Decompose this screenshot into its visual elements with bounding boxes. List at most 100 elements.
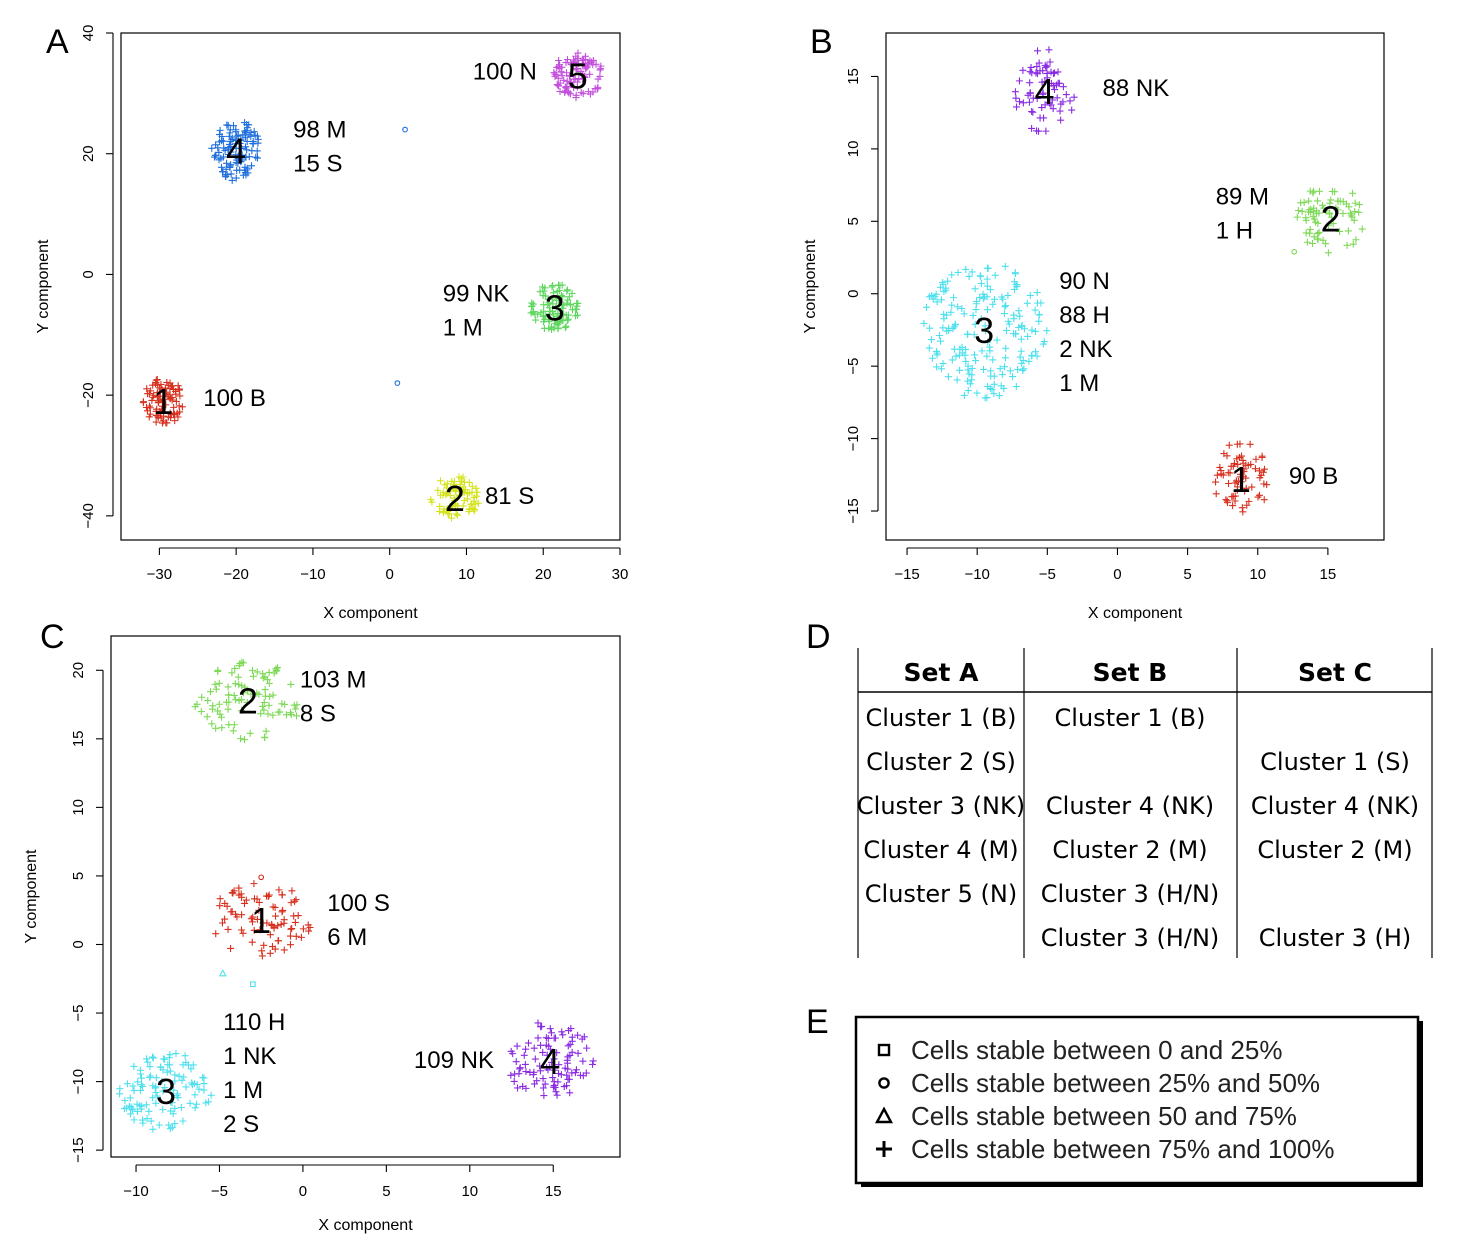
cluster-point: [161, 384, 169, 392]
cluster-point: [162, 401, 170, 409]
cluster-point: [1016, 353, 1024, 361]
cluster-composition-label: 100 B: [203, 385, 266, 412]
cluster-point: [427, 496, 435, 504]
cluster-composition-label: 81 S: [485, 483, 534, 510]
cluster-point: [264, 710, 272, 718]
cluster-point: [993, 336, 1001, 344]
cluster-point: [149, 1054, 157, 1062]
cluster-point: [1066, 97, 1074, 105]
cluster-point: [250, 128, 258, 136]
cluster-point: [1016, 312, 1024, 320]
y-tick-label: 15: [845, 68, 862, 85]
cluster-point: [192, 1100, 200, 1108]
cluster-point: [944, 373, 952, 381]
cluster-3: [116, 1050, 215, 1133]
cluster-point: [990, 380, 998, 388]
cluster-number-label: 5: [568, 55, 588, 96]
cluster-point: [177, 1104, 185, 1111]
cluster-point: [146, 1073, 154, 1081]
cluster-point: [562, 84, 570, 92]
y-tick-label: 20: [70, 662, 87, 679]
cluster-point: [224, 705, 232, 713]
cluster-composition-label: 88 H: [1059, 302, 1110, 329]
cluster-point: [1012, 383, 1020, 391]
cluster-point: [966, 380, 974, 388]
cluster-point: [161, 1084, 169, 1092]
cluster-point: [928, 354, 936, 362]
cluster-point: [446, 502, 454, 510]
cluster-point: [539, 1084, 547, 1092]
cluster-composition-label: 109 NK: [414, 1047, 494, 1074]
cluster-point: [563, 1056, 571, 1064]
cluster-point: [253, 915, 261, 923]
cluster-point: [542, 312, 550, 320]
cluster-point: [1035, 127, 1043, 135]
cluster-point: [1054, 79, 1062, 87]
cluster-point: [1260, 465, 1268, 473]
cluster-point: [984, 338, 992, 346]
cluster-point: [563, 1082, 571, 1090]
cluster-point: [204, 697, 212, 705]
cluster-number-label: 4: [540, 1041, 560, 1082]
cluster-point: [1236, 453, 1244, 461]
x-tick-label: −5: [1039, 566, 1056, 583]
y-tick-label: 0: [80, 270, 97, 278]
cluster-point: [174, 1094, 182, 1102]
cluster-point: [292, 896, 300, 904]
cluster-point: [948, 356, 956, 364]
cluster-point: [1314, 197, 1321, 205]
cluster-point: [207, 1091, 215, 1099]
cluster-point: [955, 351, 963, 359]
cluster-point: [253, 668, 261, 676]
cluster-point: [952, 352, 960, 360]
cluster-point: [208, 720, 216, 728]
cluster-point: [237, 696, 245, 704]
cluster-point: [555, 57, 563, 65]
cluster-point: [148, 396, 156, 404]
cluster-point: [228, 888, 236, 896]
cluster-point: [530, 1044, 538, 1052]
cluster-point: [465, 478, 473, 486]
cluster-point: [554, 81, 562, 89]
cluster-point: [167, 1098, 175, 1106]
cluster-point: [1041, 101, 1049, 109]
cluster-point: [566, 1051, 574, 1059]
cluster-point: [252, 153, 260, 161]
cluster-point: [984, 264, 992, 272]
legend-triangle-icon: [874, 1106, 894, 1124]
cluster-point: [158, 1078, 166, 1086]
cluster-point: [1070, 93, 1078, 101]
cluster-point: [260, 941, 268, 949]
cluster-number-label: 2: [1321, 198, 1341, 239]
cluster-point: [973, 297, 981, 305]
cluster-point: [1347, 211, 1355, 219]
cluster-point: [221, 915, 229, 923]
scatter-panel-b: −15 −10 −5 0 5 10 15 −15 −10 −5 0 5 10 15 X component Y…: [802, 32, 1385, 622]
cluster-point: [265, 679, 273, 687]
cluster-composition-label: 98 M: [293, 117, 346, 144]
plot-frame: [120, 32, 621, 541]
cluster-point: [222, 165, 230, 173]
cluster-point: [1023, 299, 1031, 307]
legend-circle-icon: [878, 1077, 890, 1089]
x-tick-label: 15: [1320, 566, 1337, 583]
cluster-point: [444, 508, 452, 516]
cluster-point: [460, 497, 468, 505]
cluster-point: [235, 891, 243, 899]
panel-letter-b: B: [810, 23, 833, 61]
cluster-point: [215, 156, 223, 164]
cluster-point: [1234, 483, 1242, 491]
table-cell: Cluster 3 (H/N): [1041, 880, 1220, 908]
table-cell: Cluster 1 (S): [1260, 748, 1410, 776]
cluster-point: [580, 1033, 588, 1041]
cluster-point: [218, 163, 226, 171]
cluster-point: [230, 887, 238, 895]
cluster-point: [1256, 474, 1264, 482]
cluster-point: [266, 693, 274, 701]
cluster-point: [552, 1034, 560, 1042]
cluster-point: [1059, 98, 1067, 106]
cluster-point: [253, 895, 261, 903]
cluster-point: [954, 303, 962, 311]
cluster-point: [551, 1066, 559, 1074]
y-tick-label: 15: [70, 730, 87, 747]
